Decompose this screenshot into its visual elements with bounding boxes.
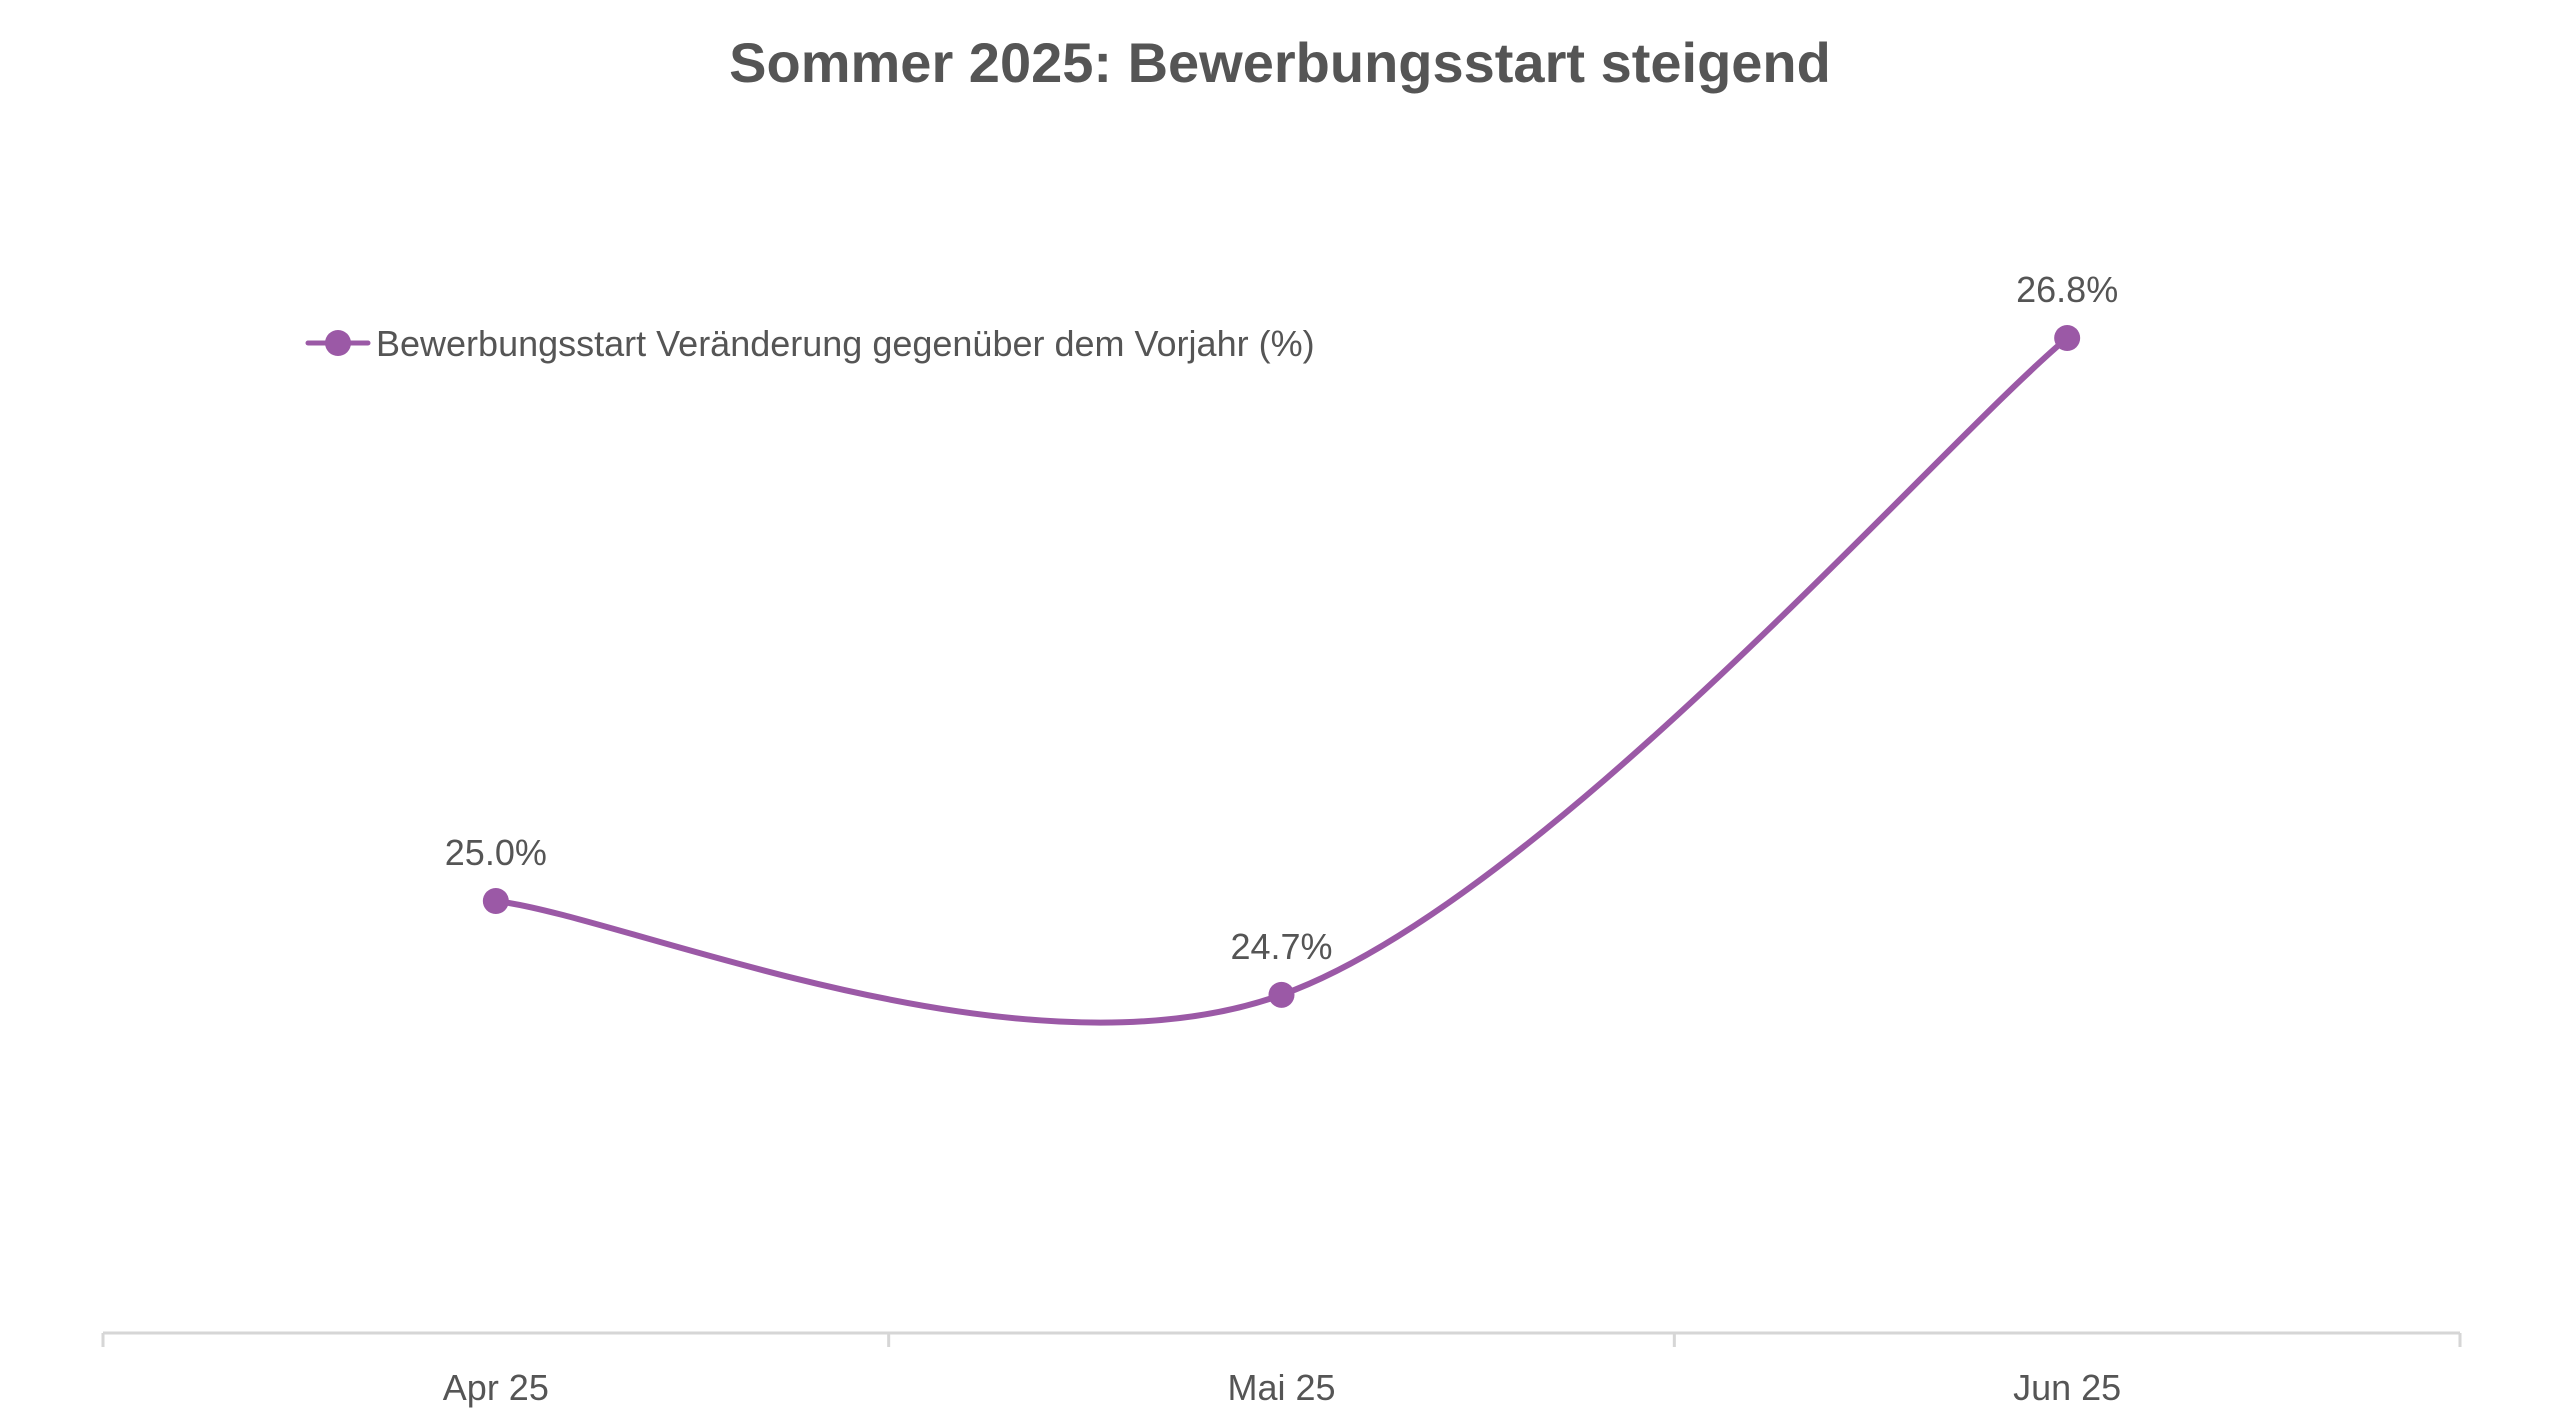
data-point[interactable] bbox=[1268, 981, 1295, 1008]
data-point[interactable] bbox=[482, 888, 509, 914]
x-tick-label: Mai 25 bbox=[1227, 1367, 1335, 1408]
x-tick-label: Jun 25 bbox=[2013, 1367, 2121, 1408]
data-point[interactable] bbox=[2054, 325, 2081, 351]
series-line bbox=[492, 335, 2071, 1026]
legend-label: Bewerbungsstart Veränderung gegenüber de… bbox=[376, 323, 1315, 364]
data-label: 26.8% bbox=[2016, 269, 2118, 310]
chart-title: Sommer 2025: Bewerbungsstart steigend bbox=[729, 31, 1831, 94]
x-tick-label: Apr 25 bbox=[443, 1367, 549, 1408]
legend[interactable]: Bewerbungsstart Veränderung gegenüber de… bbox=[305, 323, 1315, 364]
x-axis: Apr 25 Mai 25 Jun 25 bbox=[101, 1331, 2462, 1408]
series-layer: 25.0% 24.7% 26.8% bbox=[445, 269, 2118, 1026]
data-label: 24.7% bbox=[1230, 926, 1332, 967]
data-label: 25.0% bbox=[445, 832, 547, 873]
legend-dot-marker bbox=[325, 330, 351, 356]
